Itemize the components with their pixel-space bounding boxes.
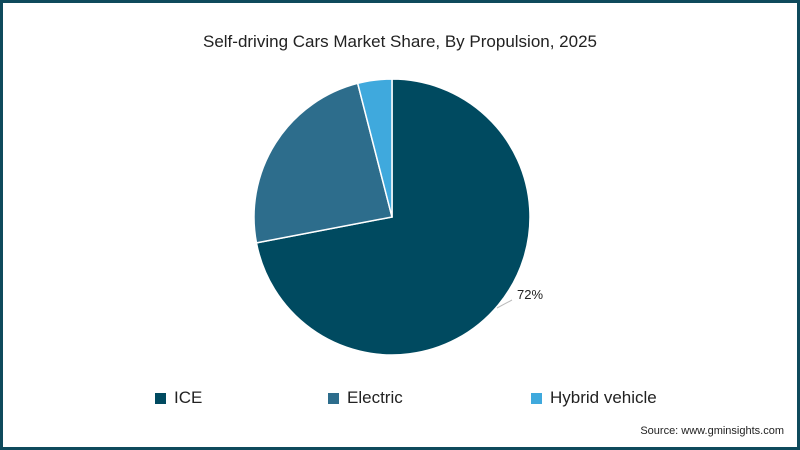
legend-item-hybrid: Hybrid vehicle <box>531 388 657 408</box>
legend-label: ICE <box>174 388 203 407</box>
legend-item-electric: Electric <box>328 388 403 408</box>
ice-swatch-icon <box>155 392 166 404</box>
electric-swatch-icon <box>328 392 339 404</box>
legend-label: Hybrid vehicle <box>550 388 657 407</box>
label-leader-line <box>496 299 513 309</box>
pie-slice-electric <box>253 82 393 244</box>
ice-data-label: 72% <box>517 287 544 302</box>
legend-label: Electric <box>347 388 403 407</box>
hybrid-swatch-icon <box>531 392 542 404</box>
legend-item-ice: ICE <box>155 388 202 408</box>
pie-slice-hybrid-vehicle <box>356 78 393 218</box>
source-note: Source: www.gminsights.com <box>640 425 784 437</box>
chart-title: Self-driving Cars Market Share, By Propu… <box>202 32 597 51</box>
pie-slice-ice <box>255 78 531 356</box>
